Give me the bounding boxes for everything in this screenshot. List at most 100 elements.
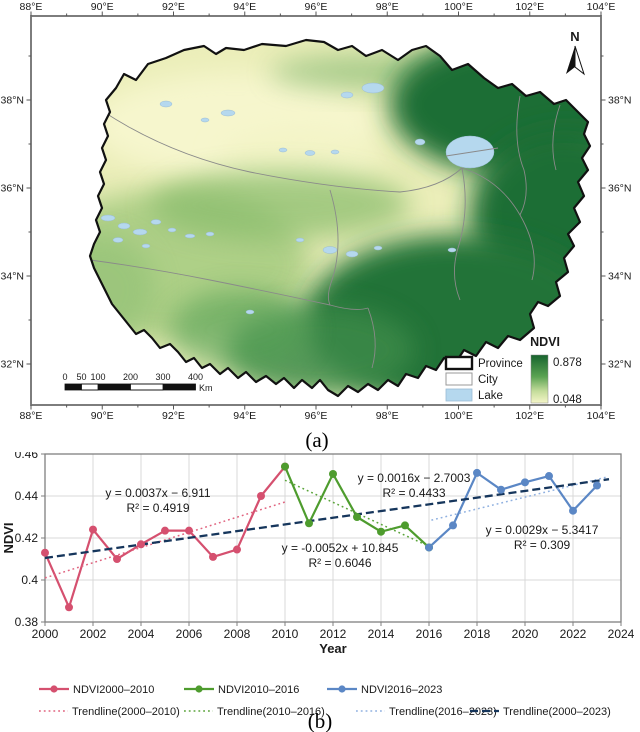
scale-bar-tick-label: 100 (90, 372, 105, 382)
x-axis-tick-label: 2014 (368, 627, 395, 641)
data-point (473, 468, 481, 477)
map-lon-label: 88°E (20, 1, 43, 13)
scale-bar-tick-label: 200 (123, 372, 138, 382)
trend-chart-panel: 2000 2002 2004 2006 2008 2010 2012 2014 2016 2018… (1, 452, 635, 732)
north-arrow-icon: N (566, 29, 585, 76)
scale-bar: 0 50 100 200 300 400 Km (62, 372, 212, 393)
map-lat-label: 34°N (1, 271, 24, 283)
equation-label: y = 0.0016x − 2.7003 (358, 471, 471, 485)
x-axis-tick-label: 2008 (224, 627, 251, 641)
lake-legend-swatch (445, 388, 473, 402)
map-lon-label: 102°E (515, 1, 544, 13)
map-lon-label: 96°E (305, 1, 328, 13)
map-axis-labels: 88°E 88°E 90°E 90°E 92°E 92°E 94°E 94°E 96°E 96°E… (1, 1, 632, 422)
map-lon-label: 90°E (91, 410, 114, 422)
x-axis-tick-label: 2000 (32, 627, 59, 641)
data-point (137, 540, 145, 549)
data-point (89, 525, 97, 534)
data-point (545, 472, 553, 481)
x-axis-tick-label: 2020 (512, 627, 539, 641)
data-point (281, 462, 289, 471)
legend-trendline-label: Trendline(2010–2016) (217, 706, 325, 718)
y-axis-tick-label: 0.46 (15, 452, 39, 461)
map-lat-label: 38°N (608, 95, 631, 107)
data-point (257, 492, 265, 500)
map-lat-label: 34°N (608, 271, 631, 283)
equation-label: y = 0.0037x − 6.911 (105, 486, 211, 500)
map-lat-label: 36°N (608, 183, 631, 195)
data-point (113, 555, 121, 563)
north-arrow-label: N (570, 29, 579, 44)
equation-label: y = 0.0029x − 5.3417 (486, 523, 599, 537)
map-lon-label: 88°E (20, 410, 43, 422)
r-squared-label: R² = 0.4433 (382, 486, 445, 500)
legend-trendline-label: Trendline(2000–2023) (503, 706, 611, 718)
legend-series-label: NDVI2010–2016 (218, 684, 299, 696)
y-axis-tick-label: 0.42 (15, 531, 39, 545)
chart-axes: 2000 2002 2004 2006 2008 2010 2012 2014 2016 2018… (1, 452, 635, 656)
map-lat-label: 36°N (1, 183, 24, 195)
map-lon-label: 92°E (162, 410, 185, 422)
scale-bar-labels: 0 50 100 200 300 400 (62, 372, 203, 382)
data-point (305, 519, 313, 528)
data-point (521, 478, 529, 487)
x-axis-tick-label: 2018 (464, 627, 491, 641)
scale-bar-tick-label: 0 (62, 372, 67, 382)
x-axis-tick-label: 2012 (320, 627, 347, 641)
map-lon-label: 104°E (587, 410, 616, 422)
x-axis-tick-label: 2004 (128, 627, 155, 641)
map-legend: Province City Lake (444, 355, 523, 402)
scale-bar-tick-label: 400 (188, 372, 203, 382)
data-point (401, 521, 409, 530)
legend-series-label: NDVI2016–2023 (361, 684, 442, 696)
scale-bar-unit: Km (199, 383, 213, 393)
r-squared-label: R² = 0.309 (514, 538, 571, 552)
trendline (44, 500, 288, 579)
ndvi-min-label: 0.048 (553, 394, 582, 406)
legend-series-marker (50, 685, 58, 693)
province-legend-swatch (444, 355, 474, 371)
legend-series-marker (195, 685, 203, 693)
lake-legend-label: Lake (478, 390, 503, 402)
scale-bar-tick-label: 50 (76, 372, 86, 382)
map-lat-label: 32°N (1, 359, 24, 371)
data-point (569, 506, 577, 515)
y-axis-tick-label: 0.4 (21, 573, 38, 587)
x-axis-tick-label: 2024 (608, 627, 635, 641)
map-lon-label: 92°E (162, 1, 185, 13)
data-point (329, 469, 337, 478)
equation-label: y = -0.0052x + 10.845 (282, 541, 399, 555)
caption-a: (a) (305, 428, 328, 452)
r-squared-label: R² = 0.6046 (308, 556, 371, 570)
y-axis-title: NDVI (1, 522, 16, 553)
legend-series-label: NDVI2000–2010 (73, 684, 154, 696)
y-axis-tick-label: 0.44 (15, 489, 39, 503)
data-point (161, 526, 169, 535)
ndvi-colorbar: NDVI 0.878 0.048 (530, 335, 582, 406)
r-squared-label: R² = 0.4919 (126, 501, 189, 515)
x-axis-tick-label: 2002 (80, 627, 107, 641)
chart-legend: NDVI2000–2010 NDVI2010–2016 NDVI2016–2023 T… (39, 684, 611, 718)
data-point (377, 527, 385, 536)
city-boundaries (90, 95, 561, 369)
map-lon-label: 96°E (305, 410, 328, 422)
trendline (431, 476, 607, 521)
legend-trendline-label: Trendline(2016–2023) (389, 706, 497, 718)
data-point (425, 543, 433, 552)
legend-series-marker (338, 685, 346, 693)
y-axis-tick-label: 0.38 (15, 615, 39, 629)
map-lon-label: 94°E (233, 1, 256, 13)
map-lon-label: 90°E (91, 1, 114, 13)
map-axis-ticks (26, 11, 606, 410)
map-lat-label: 32°N (608, 359, 631, 371)
data-point (185, 526, 193, 535)
x-axis-tick-label: 2010 (272, 627, 299, 641)
x-axis-tick-label: 2016 (416, 627, 443, 641)
map-lon-label: 98°E (376, 410, 399, 422)
map-lon-label: 100°E (444, 1, 473, 13)
x-axis-tick-label: 2006 (176, 627, 203, 641)
map-lon-label: 102°E (515, 410, 544, 422)
map-lon-label: 94°E (233, 410, 256, 422)
